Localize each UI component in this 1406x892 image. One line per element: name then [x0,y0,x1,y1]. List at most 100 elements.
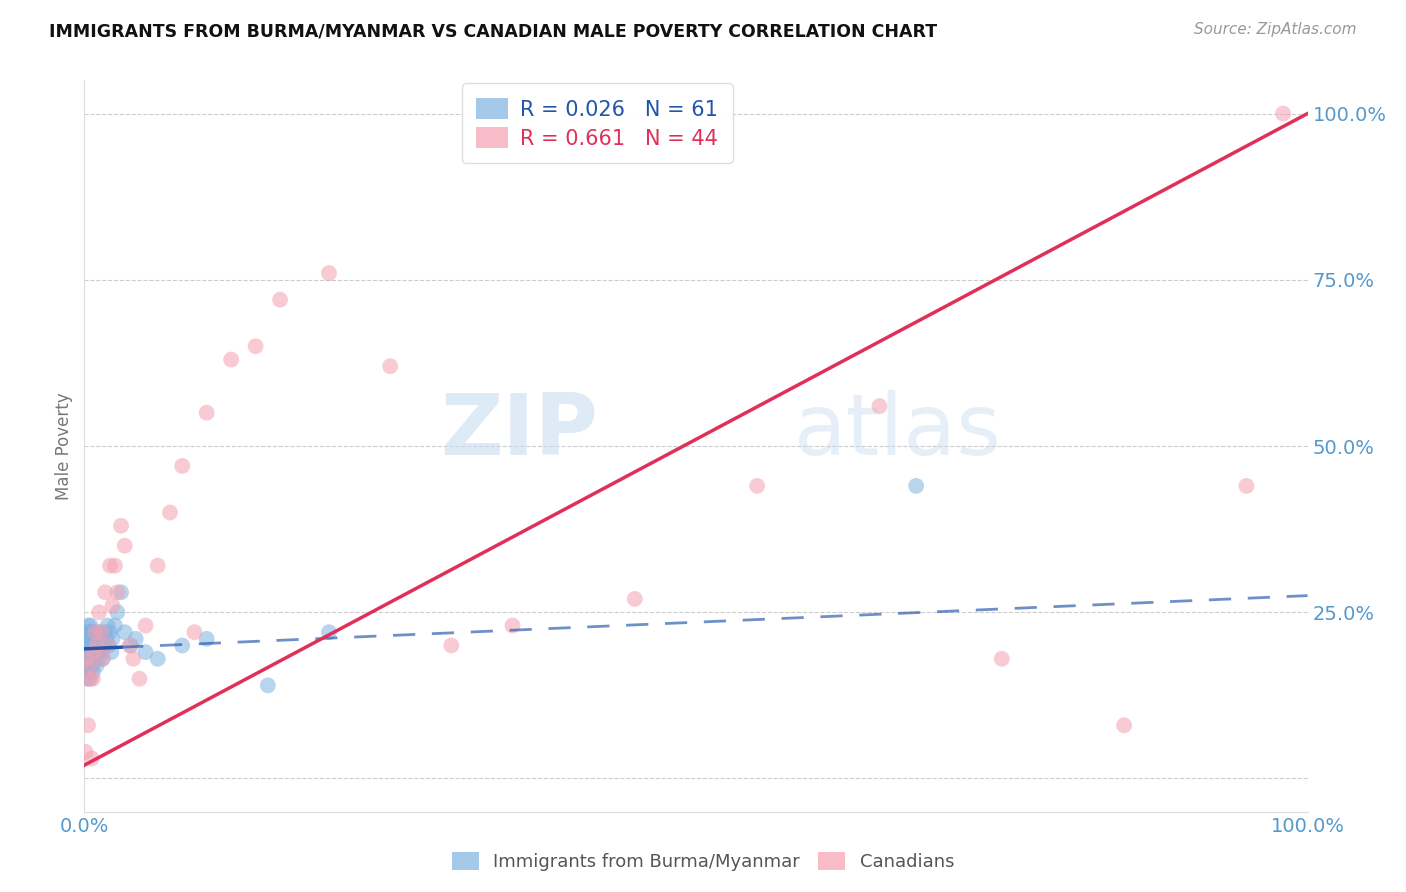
Point [991,652,1014,666]
Point [245,339,267,353]
Point [97,639,120,653]
Point [87,652,110,666]
Point [1236,479,1258,493]
Point [125,632,148,646]
Point [122,652,145,666]
Point [101,599,124,613]
Point [86,639,108,653]
Point [98,558,121,573]
Point [97,618,120,632]
Point [77,718,100,732]
Point [84,632,107,646]
Point [77,665,100,679]
Point [87,645,110,659]
Point [93,639,115,653]
Point [94,585,117,599]
Point [905,479,928,493]
Point [75,645,97,659]
Point [84,625,107,640]
Text: ZIP: ZIP [440,390,598,473]
Point [90,645,112,659]
Point [87,605,110,619]
Point [120,639,142,653]
Point [110,518,132,533]
Point [257,678,280,692]
Point [91,652,114,666]
Point [1114,718,1136,732]
Point [146,558,169,573]
Point [269,293,291,307]
Point [318,266,340,280]
Point [75,658,97,673]
Point [83,645,105,659]
Point [82,625,104,640]
Point [172,458,194,473]
Legend: R = 0.026   N = 61, R = 0.661   N = 44: R = 0.026 N = 61, R = 0.661 N = 44 [461,83,733,163]
Point [87,632,110,646]
Point [146,652,169,666]
Point [87,632,110,646]
Point [79,652,101,666]
Point [77,639,100,653]
Point [91,652,114,666]
Legend: Immigrants from Burma/Myanmar, Canadians: Immigrants from Burma/Myanmar, Canadians [444,845,962,879]
Point [97,639,120,653]
Point [77,672,100,686]
Point [89,625,111,640]
Text: IMMIGRANTS FROM BURMA/MYANMAR VS CANADIAN MALE POVERTY CORRELATION CHART: IMMIGRANTS FROM BURMA/MYANMAR VS CANADIA… [49,22,938,40]
Point [76,652,98,666]
Point [79,672,101,686]
Text: atlas: atlas [794,390,1002,473]
Point [76,625,98,640]
Point [83,632,105,646]
Point [83,652,105,666]
Point [100,645,122,659]
Point [80,625,103,640]
Point [114,539,136,553]
Point [105,605,128,619]
Point [195,406,218,420]
Point [79,639,101,653]
Point [118,639,141,653]
Point [77,645,100,659]
Point [183,625,205,640]
Point [79,658,101,673]
Point [114,625,136,640]
Point [82,665,104,679]
Point [76,639,98,653]
Point [91,632,114,646]
Point [84,645,107,659]
Point [89,639,111,653]
Point [105,585,128,599]
Y-axis label: Male Poverty: Male Poverty [55,392,73,500]
Point [96,632,118,646]
Point [90,625,112,640]
Point [502,618,524,632]
Point [86,658,108,673]
Point [86,639,108,653]
Point [624,591,647,606]
Point [440,639,463,653]
Point [128,672,150,686]
Point [77,658,100,673]
Point [76,672,98,686]
Point [380,359,402,374]
Point [135,618,157,632]
Point [172,639,194,653]
Point [79,618,101,632]
Point [135,645,157,659]
Point [159,506,181,520]
Point [869,399,891,413]
Point [77,618,100,632]
Point [80,645,103,659]
Point [98,625,121,640]
Point [86,625,108,640]
Point [110,585,132,599]
Point [219,352,242,367]
Point [75,745,97,759]
Point [82,639,104,653]
Point [82,672,104,686]
Point [104,618,127,632]
Point [747,479,769,493]
Point [77,625,100,640]
